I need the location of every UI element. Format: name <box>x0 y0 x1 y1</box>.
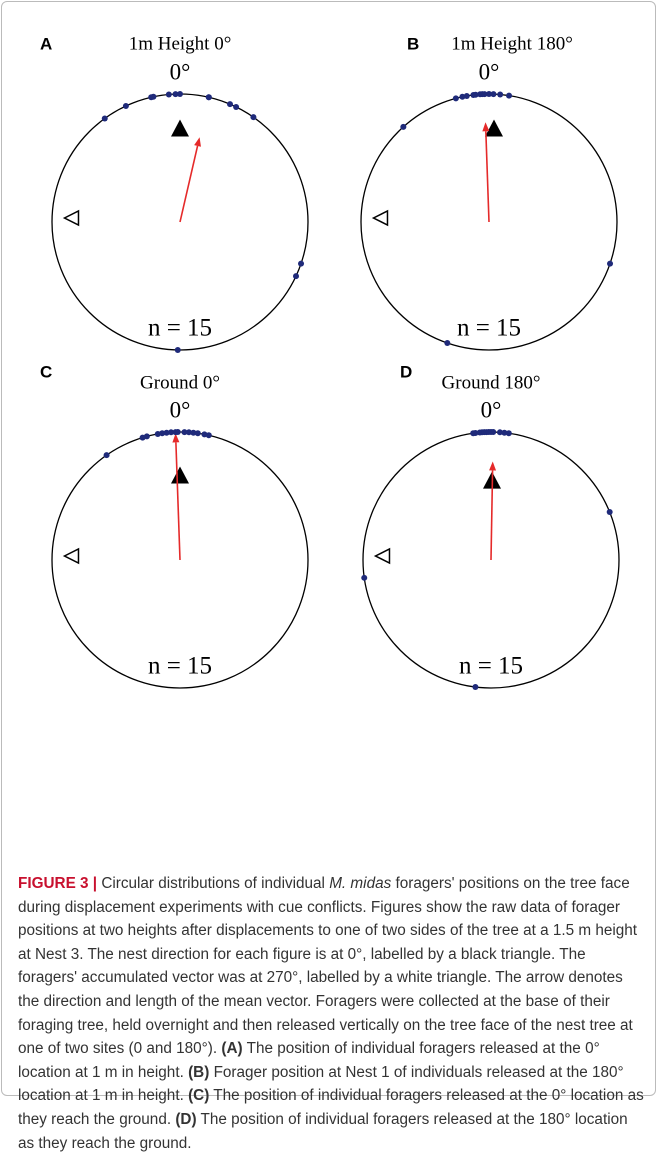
forager-point <box>194 430 201 437</box>
caption-panel: (C) <box>188 1087 210 1105</box>
n-label: n = 15 <box>459 653 523 680</box>
forager-point <box>174 429 181 436</box>
forager-point <box>159 430 166 437</box>
forager-point <box>400 123 407 130</box>
forager-point <box>496 429 503 436</box>
mean-vector <box>175 442 181 561</box>
forager-point <box>177 91 183 97</box>
forager-point <box>190 429 197 436</box>
zero-label: 0° <box>170 397 191 422</box>
caption-text: The position of individual foragers rele… <box>18 1040 600 1081</box>
vector-triangle <box>373 547 391 565</box>
mean-vector-head <box>194 137 201 147</box>
forager-point <box>444 340 451 347</box>
forager-point <box>181 429 188 436</box>
forager-point <box>505 430 512 437</box>
forager-point <box>172 91 179 98</box>
forager-point <box>143 433 150 440</box>
figure-frame <box>1 1 656 1096</box>
mean-vector <box>179 145 199 223</box>
forager-point <box>486 91 492 97</box>
zero-label: 0° <box>481 397 502 422</box>
forager-point <box>506 92 513 99</box>
caption-panel: (A) <box>221 1040 243 1058</box>
forager-point <box>205 94 212 101</box>
forager-point <box>233 103 240 110</box>
caption-panel: (D) <box>175 1110 197 1128</box>
panel-label: C <box>40 362 52 381</box>
forager-point <box>452 95 459 102</box>
panel-title: Ground 0° <box>140 372 220 393</box>
forager-point <box>501 429 508 436</box>
forager-point <box>293 273 300 280</box>
figure-label: FIGURE 3 | <box>18 875 98 892</box>
forager-point <box>150 93 157 100</box>
forager-point <box>463 92 470 99</box>
forager-point <box>185 429 192 436</box>
panel-title: 1m Height 0° <box>129 33 232 54</box>
caption-text: foragers' positions on the tree face dur… <box>18 875 638 1058</box>
nest-triangle <box>171 119 189 137</box>
forager-point <box>103 452 110 459</box>
forager-point <box>472 91 479 98</box>
mean-vector-head <box>482 122 490 132</box>
caption-text: Forager position at Nest 1 of individual… <box>18 1063 624 1105</box>
caption: FIGURE 3 | Circular distributions of ind… <box>18 872 646 1155</box>
vector-triangle <box>371 209 389 227</box>
vector-triangle <box>62 209 80 227</box>
forager-point <box>168 429 175 436</box>
vector-triangle <box>62 547 80 565</box>
figure: A 1m Height 0° 0° n = 15 B 1m Height 180° 0° n … <box>40 33 620 691</box>
mean-vector <box>485 131 490 223</box>
forager-point <box>298 260 305 267</box>
panel-label: B <box>407 34 419 53</box>
n-label: n = 15 <box>457 315 521 342</box>
forager-point <box>481 91 488 98</box>
mean-vector-head <box>489 461 497 471</box>
mean-vector <box>490 470 494 561</box>
forager-point <box>472 429 479 436</box>
n-label: n = 15 <box>148 653 212 680</box>
nest-triangle <box>171 466 189 484</box>
mean-vector-head <box>172 433 180 443</box>
forager-point <box>497 91 504 98</box>
forager-point <box>122 102 129 109</box>
forager-point <box>165 91 172 98</box>
panel-label: D <box>400 362 412 381</box>
forager-point <box>227 101 234 108</box>
zero-label: 0° <box>170 59 191 84</box>
forager-point <box>490 429 497 436</box>
caption-text: Circular distributions of individual <box>97 875 330 892</box>
forager-point <box>205 432 212 439</box>
forager-point <box>472 684 479 691</box>
forager-point <box>607 260 614 267</box>
forager-point <box>250 114 257 121</box>
forager-point <box>174 346 181 353</box>
forager-point <box>361 574 368 581</box>
forager-point <box>606 509 613 516</box>
caption-italic: M. midas <box>329 875 392 892</box>
nest-triangle <box>485 119 503 137</box>
forager-point <box>154 430 161 437</box>
panel-title: 1m Height 180° <box>451 33 573 54</box>
forager-point <box>101 115 108 122</box>
panel-label: A <box>40 34 52 53</box>
forager-point <box>163 429 170 436</box>
n-label: n = 15 <box>148 315 212 342</box>
zero-label: 0° <box>479 59 500 84</box>
panel-title: Ground 180° <box>442 372 541 393</box>
forager-point <box>490 91 497 98</box>
caption-panel: (B) <box>188 1063 210 1081</box>
